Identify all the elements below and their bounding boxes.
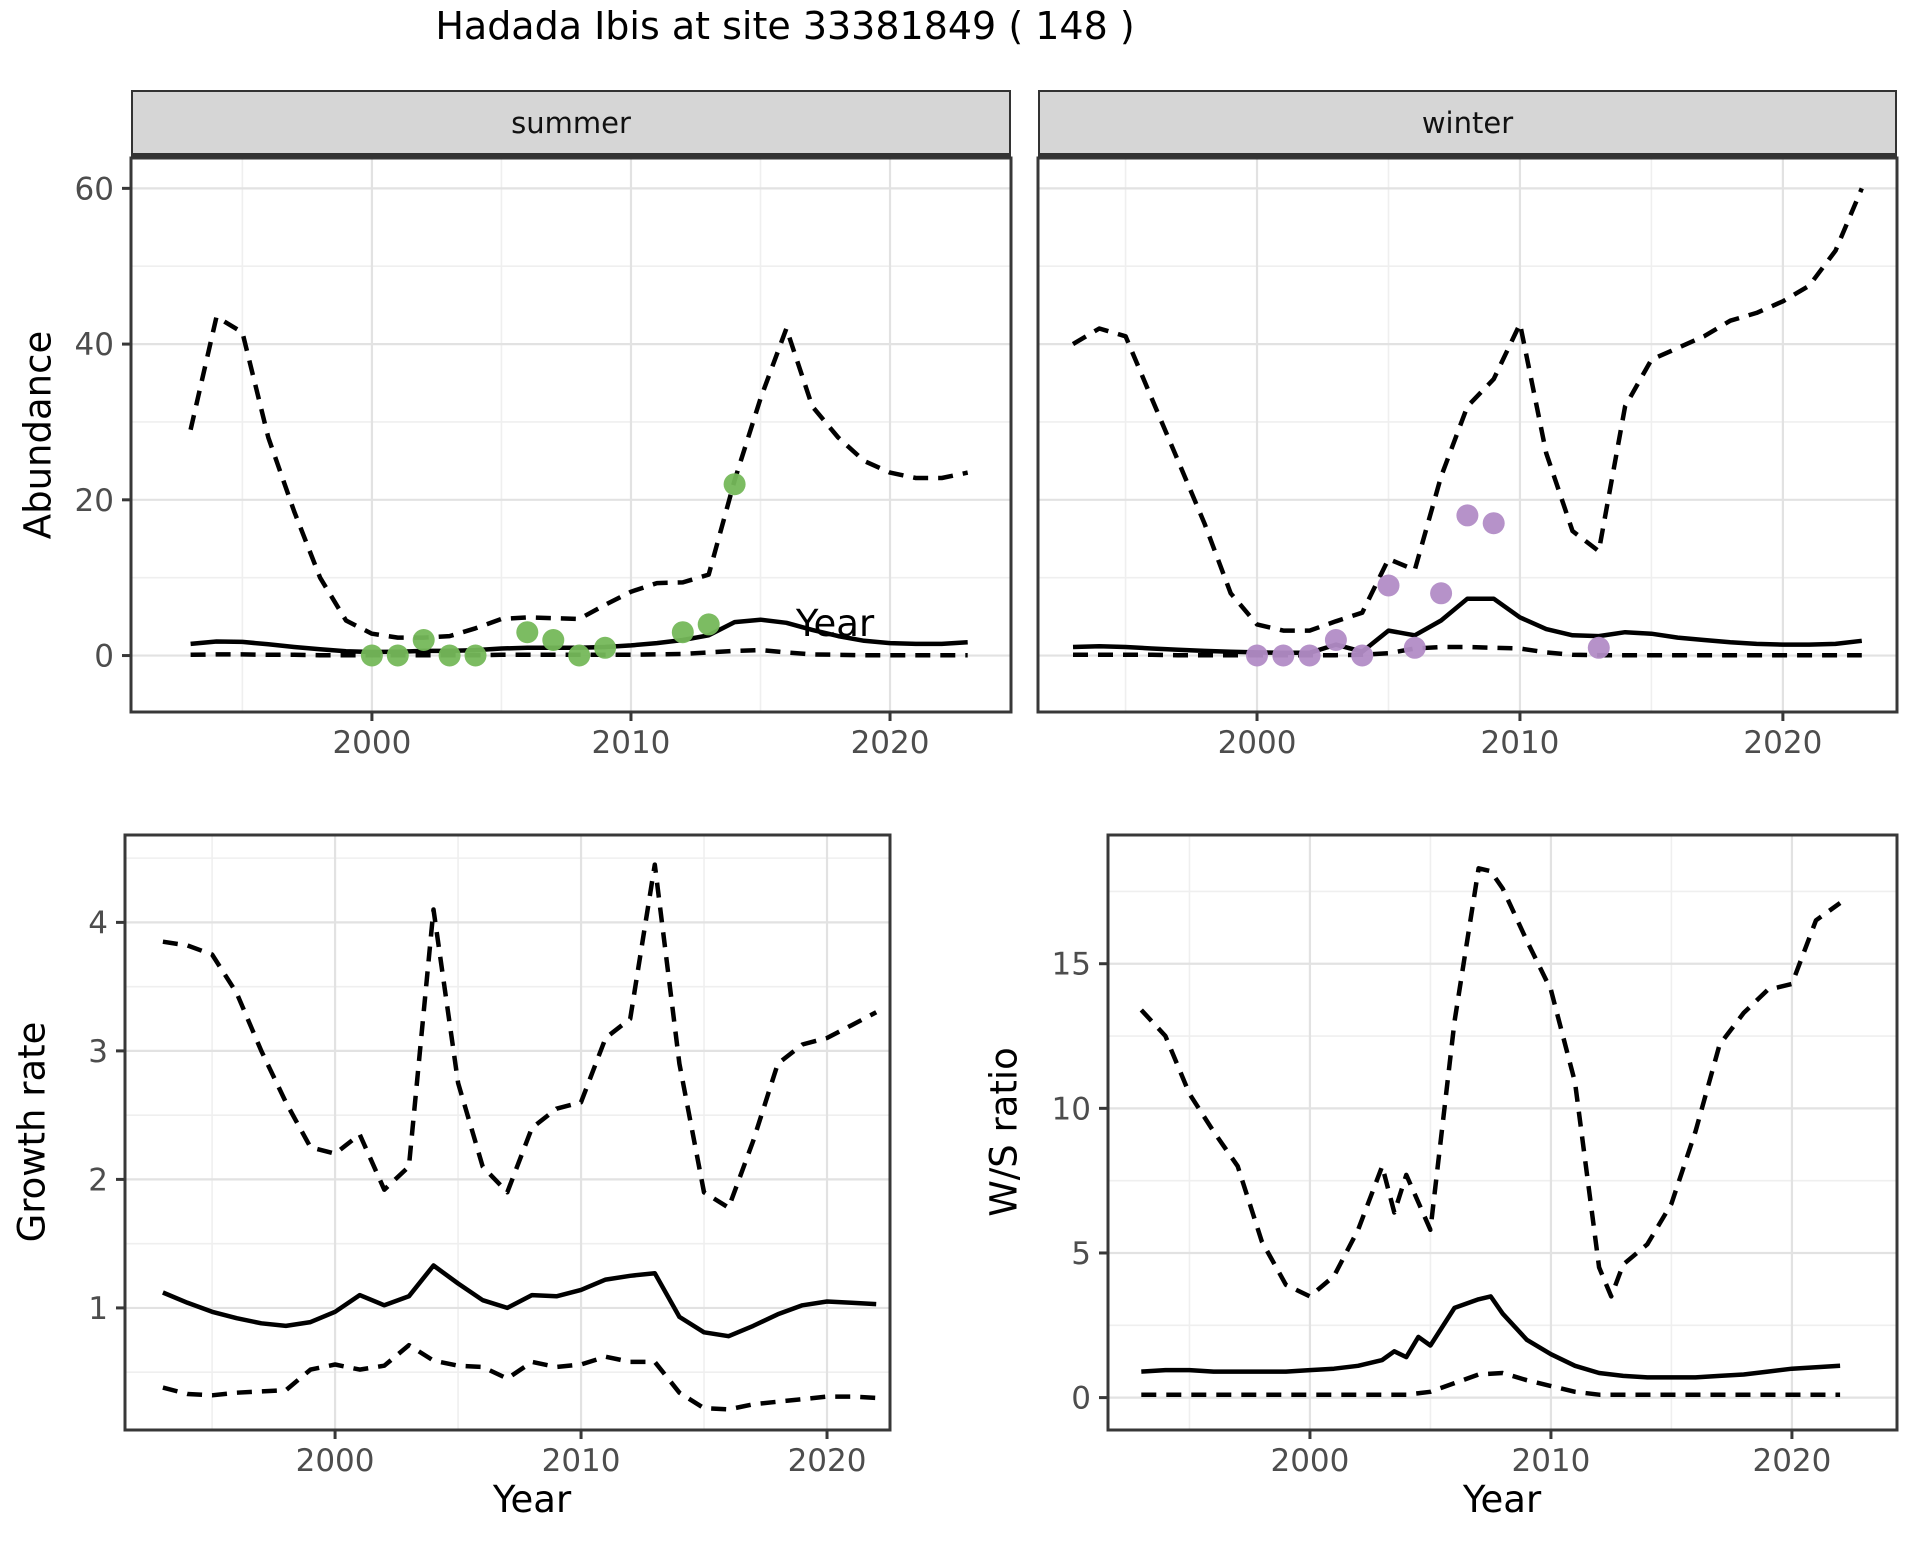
abundance-summer-observation-point	[594, 636, 617, 659]
abundance-winter-observation-point	[1246, 644, 1268, 667]
abundance-winter-observation-point	[1587, 636, 1610, 659]
abundance-summer-observation-point	[671, 621, 694, 644]
abundance-winter-observation-point	[1298, 644, 1321, 667]
ws-ratio-y-tick-label: 5	[1071, 1236, 1091, 1272]
growth-rate-axis-title: Growth rate	[10, 1021, 54, 1243]
panel-ws-ratio: 2000 2010 2020 0 5 10 15	[1052, 833, 1899, 1479]
growth-rate-y-tick-label: 3	[88, 1034, 108, 1070]
growth-rate-upper_ci	[162, 862, 878, 1210]
abundance-summer-x-tick-label: 2000	[332, 725, 411, 761]
ws-ratio-axis-title: W/S ratio	[982, 1047, 1026, 1217]
growth-rate-y-tick-label: 4	[88, 905, 108, 941]
growth-rate-y-tick-label: 2	[88, 1162, 108, 1198]
abundance-summer-observation-point	[386, 644, 409, 667]
abundance-winter-x-tick-label: 2010	[1481, 725, 1560, 761]
growth-rate-x-tick-label: 2010	[542, 1443, 621, 1479]
abundance-summer-observation-point	[516, 621, 539, 644]
growth-rate-x-tick-label: 2000	[296, 1443, 375, 1479]
ws-ratio-x-tick-label: 2020	[1752, 1443, 1831, 1479]
series-ws-ratio	[1139, 866, 1842, 1397]
ws-ratio-lower_ci	[1141, 1370, 1841, 1397]
ws-ratio-year-axis-title: Year	[1462, 1478, 1542, 1521]
top-row-year-axis-title: Year	[795, 602, 875, 645]
ws-ratio-y-tick-label: 10	[1052, 1091, 1091, 1127]
abundance-summer-observation-point	[697, 613, 720, 636]
growth-rate-median	[162, 1263, 877, 1339]
abundance-winter-observation-point	[1377, 574, 1400, 597]
abundance-winter-observation-point	[1351, 644, 1374, 667]
growth-rate-year-axis-title: Year	[492, 1478, 572, 1521]
abundance-summer-upper_ci	[188, 314, 969, 640]
abundance-summer-observation-point	[412, 629, 435, 651]
abundance-summer-y-tick-label: 0	[94, 639, 114, 675]
abundance-winter-observation-point	[1430, 582, 1453, 605]
facet-strip-winter: winter	[1038, 90, 1897, 158]
abundance-winter-observation-point	[1403, 636, 1426, 659]
growth-rate-x-tick-label: 2020	[788, 1443, 867, 1479]
abundance-summer-observation-point	[464, 644, 487, 667]
growth-rate-y-tick-label: 1	[88, 1291, 108, 1327]
ws-ratio-x-tick-label: 2000	[1270, 1443, 1349, 1479]
abundance-winter-x-tick-label: 2020	[1743, 725, 1822, 761]
series-growth-rate	[162, 862, 878, 1412]
figure-title: Hadada Ibis at site 33381849 ( 148 )	[435, 4, 1135, 48]
abundance-winter-lower_ci	[1073, 644, 1862, 658]
series-abundance-summer	[188, 314, 969, 667]
ws-ratio-x-tick-label: 2010	[1511, 1443, 1590, 1479]
abundance-summer-y-tick-label: 40	[75, 327, 114, 363]
abundance-winter-median	[1072, 596, 1863, 656]
ws-ratio-y-tick-label: 0	[1071, 1381, 1091, 1417]
series-abundance-winter	[1071, 187, 1864, 667]
abundance-summer-observation-point	[723, 473, 746, 496]
ws-ratio-y-tick-label: 15	[1052, 947, 1091, 983]
abundance-winter-observation-point	[1324, 629, 1347, 651]
ws-ratio-median	[1141, 1294, 1841, 1380]
abundance-axis-title: Abundance	[16, 330, 60, 540]
abundance-summer-observation-point	[438, 644, 461, 667]
abundance-summer-x-tick-label: 2010	[592, 725, 671, 761]
abundance-winter-observation-point	[1456, 504, 1479, 527]
facet-strip-winter-label: winter	[1421, 105, 1514, 140]
abundance-summer-y-tick-label: 20	[75, 483, 114, 519]
abundance-summer-observation-point	[360, 644, 383, 667]
abundance-summer-y-tick-label: 60	[75, 171, 114, 207]
facet-strip-summer-label: summer	[511, 105, 631, 140]
abundance-winter-x-tick-label: 2000	[1218, 725, 1297, 761]
panel-abundance-summer: 2000 2010 2020 0 20 40 60	[75, 156, 1013, 761]
abundance-summer-x-tick-label: 2020	[851, 725, 930, 761]
ws-ratio-upper_ci	[1139, 866, 1842, 1299]
facet-strip-summer: summer	[131, 90, 1011, 158]
panel-abundance-winter: 2000 2010 2020	[1036, 156, 1899, 761]
abundance-winter-observation-point	[1482, 512, 1505, 535]
abundance-winter-upper_ci	[1071, 187, 1864, 633]
abundance-summer-observation-point	[542, 629, 565, 651]
abundance-summer-observation-point	[568, 644, 591, 667]
panel-growth-rate: 2000 2010 2020 1 2 3 4	[88, 833, 892, 1479]
growth-rate-lower_ci	[162, 1342, 877, 1412]
abundance-winter-observation-point	[1272, 644, 1295, 667]
